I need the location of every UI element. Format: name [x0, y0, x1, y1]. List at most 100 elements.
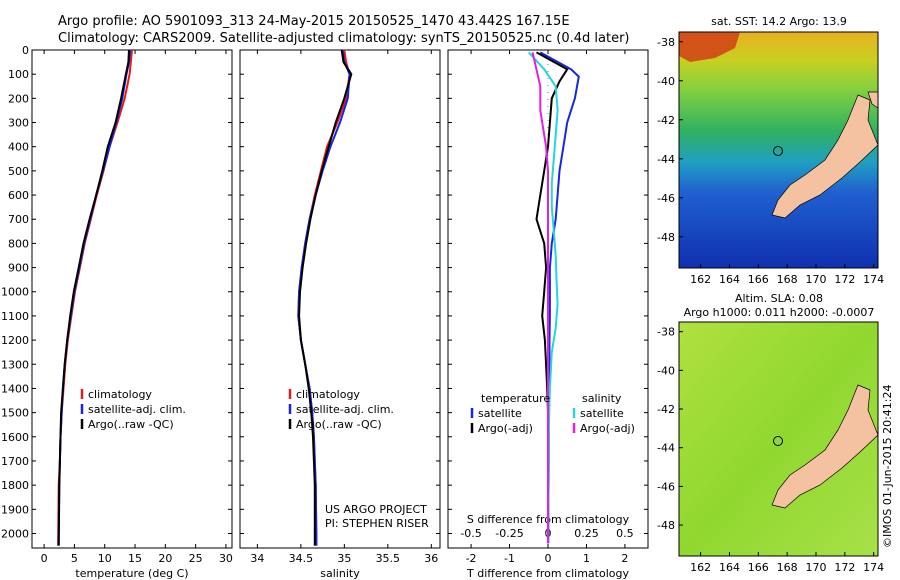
sla-map-title: Altim. SLA: 0.08: [735, 292, 823, 305]
x-tick-label: 36: [424, 552, 438, 565]
map-x-tick-label: 168: [777, 273, 798, 286]
sla-map-ticks: 162 164 166 168 170 172 174 -38 -40 -42 -44 -46 -48: [657, 326, 884, 574]
series-line: [531, 52, 549, 544]
legend-entry: satellite: [580, 407, 624, 420]
map-y-tick-label: -38: [657, 36, 675, 49]
difference-profile-panel: -2 -1 0 1 2 T difference from climatology -0.5…: [447, 49, 649, 580]
x-axis-label: T difference from climatology: [466, 567, 629, 580]
project-credit: US ARGO PROJECT: [325, 503, 427, 516]
y-tick-label: 1100: [1, 310, 29, 323]
plot-frame: [239, 49, 441, 549]
sla-map-frame: [678, 321, 879, 557]
legend-entry: satellite-adj. clim.: [296, 403, 394, 416]
legend-entry: Argo(..raw -QC): [296, 418, 382, 431]
legend-header: salinity: [582, 392, 622, 405]
legend-entry: satellite-adj. clim.: [88, 403, 186, 416]
y-tick-label: 800: [8, 237, 29, 250]
map-x-tick-label: 164: [719, 273, 740, 286]
y-tick-label: 100: [8, 68, 29, 81]
legend-entry: climatology: [296, 388, 360, 401]
map-x-tick-label: 162: [690, 561, 711, 574]
series-line: [57, 49, 130, 546]
legend-entry: Argo(-adj): [478, 422, 533, 435]
y-tick-label: 300: [8, 117, 29, 130]
y-tick-label: 1200: [1, 334, 29, 347]
y-tick-label: 200: [8, 92, 29, 105]
map-x-tick-label: 162: [690, 273, 711, 286]
top-tick-label: -0.5: [460, 527, 481, 540]
x-tick-label: 0: [545, 552, 552, 565]
x-tick-label: 35: [337, 552, 351, 565]
map-x-tick-label: 166: [748, 561, 769, 574]
sst-map-panel: sat. SST: 14.2 Argo: 13.9 162 164 166 168 17…: [657, 15, 884, 286]
pi-credit: PI: STEPHEN RISER: [325, 517, 429, 530]
sst-map-ticks: 162 164 166 168 170 172 174 -38 -40 -42 -44 -46 -48: [657, 36, 884, 286]
y-tick-label: 2000: [1, 527, 29, 540]
legend-entry: climatology: [88, 388, 152, 401]
figure-title-line2: Climatology: CARS2009. Satellite-adjuste…: [58, 31, 630, 46]
map-y-tick-label: -44: [657, 442, 675, 455]
map-x-tick-label: 170: [805, 273, 826, 286]
sla-argo-location-marker: [773, 436, 783, 446]
x-tick-label: 5: [71, 552, 78, 565]
x-tick-label: 2: [621, 552, 628, 565]
map-x-tick-label: 174: [863, 561, 884, 574]
y-tick-label: 1000: [1, 286, 29, 299]
map-y-tick-label: -40: [657, 75, 675, 88]
x-tick-label: 34.5: [289, 552, 314, 565]
sla-south-island-land: [771, 384, 879, 509]
y-tick-label: 1500: [1, 407, 29, 420]
y-tick-label: 1700: [1, 455, 29, 468]
sla-map-panel: Altim. SLA: 0.08 Argo h1000: 0.011 h2000…: [657, 292, 884, 574]
x-axis-label: temperature (deg C): [75, 567, 188, 580]
map-y-tick-label: -46: [657, 192, 675, 205]
y-tick-label: 500: [8, 165, 29, 178]
y-tick-label: 400: [8, 141, 29, 154]
map-y-tick-label: -42: [657, 403, 675, 416]
sst-map-title: sat. SST: 14.2 Argo: 13.9: [711, 15, 847, 28]
south-island-land: [771, 94, 879, 219]
x-tick-label: 34: [250, 552, 264, 565]
map-x-tick-label: 168: [777, 561, 798, 574]
x-tick-label: -2: [466, 552, 477, 565]
x-tick-label: 25: [189, 552, 203, 565]
sst-warm-patch: [679, 32, 740, 62]
map-y-tick-label: -48: [657, 231, 675, 244]
map-x-tick-label: 164: [719, 561, 740, 574]
top-tick-label: 0.25: [574, 527, 599, 540]
x-tick-label: 1: [583, 552, 590, 565]
y-tick-label: 1300: [1, 358, 29, 371]
legend-entry: Argo(-adj): [580, 422, 635, 435]
sst-map-frame: [678, 31, 879, 269]
legend-entry: satellite: [478, 407, 522, 420]
x-tick-label: 30: [219, 552, 233, 565]
salinity-profile-panel: 34 34.5 35 35.5 36 salinity climatology satelli…: [239, 49, 441, 580]
map-y-tick-label: -42: [657, 114, 675, 127]
figure-title-line1: Argo profile: AO 5901093_313 24-May-2015…: [58, 14, 570, 29]
y-tick-label: 600: [8, 189, 29, 202]
map-x-tick-label: 174: [863, 273, 884, 286]
y-tick-label: 900: [8, 262, 29, 275]
legend-header: temperature: [481, 392, 550, 405]
x-tick-label: 0: [41, 552, 48, 565]
y-tick-label: 700: [8, 213, 29, 226]
x-axis-label: salinity: [320, 567, 360, 580]
map-y-tick-label: -44: [657, 153, 675, 166]
x-tick-label: 15: [128, 552, 142, 565]
top-tick-label: -0.25: [495, 527, 523, 540]
map-y-tick-label: -40: [657, 364, 675, 377]
imos-timestamp: ©IMOS 01-Jun-2015 20:41:24: [881, 384, 894, 548]
map-y-tick-label: -46: [657, 480, 675, 493]
series-line: [298, 49, 353, 546]
map-x-tick-label: 170: [805, 561, 826, 574]
x-tick-label: 20: [158, 552, 172, 565]
legend-entry: Argo(..raw -QC): [88, 418, 174, 431]
map-x-tick-label: 172: [834, 561, 855, 574]
plot-frame: [31, 49, 233, 549]
y-tick-label: 1600: [1, 431, 29, 444]
y-tick-label: 1800: [1, 479, 29, 492]
x-tick-label: 35.5: [376, 552, 401, 565]
x-tick-label: 10: [98, 552, 112, 565]
argo-location-marker: [773, 146, 783, 156]
